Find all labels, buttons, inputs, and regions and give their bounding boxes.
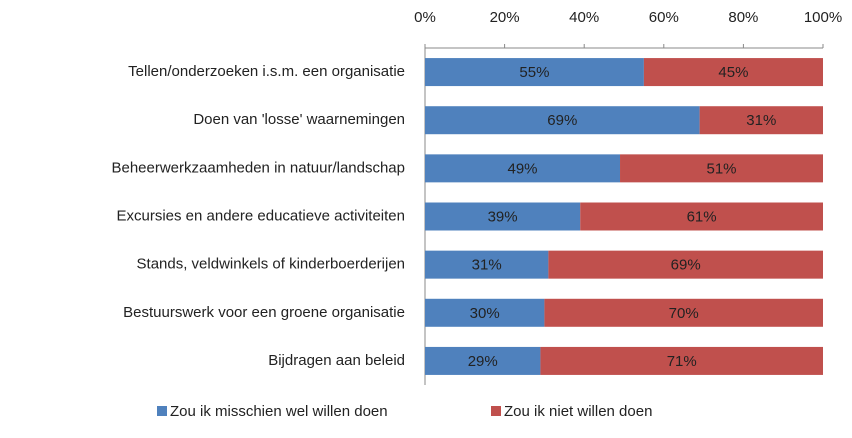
data-label: 39%: [488, 208, 518, 225]
x-tick-label: 40%: [569, 9, 599, 26]
legend-label: Zou ik misschien wel willen doen: [170, 403, 388, 420]
x-tick-label: 80%: [728, 9, 758, 26]
y-tick-label: Tellen/onderzoeken i.s.m. een organisati…: [128, 63, 405, 80]
y-tick-label: Doen van 'losse' waarnemingen: [193, 111, 405, 128]
y-tick-label: Bestuurswerk voor een groene organisatie: [123, 304, 405, 321]
legend-swatch: [157, 406, 167, 416]
bar-segment: [540, 346, 823, 375]
data-label: 61%: [687, 208, 717, 225]
bar-segment: [425, 106, 700, 135]
data-label: 31%: [472, 257, 502, 274]
data-label: 69%: [671, 257, 701, 274]
data-label: 55%: [519, 64, 549, 81]
bar-segment: [620, 154, 823, 183]
bar-segment: [643, 58, 823, 87]
y-tick-label: Stands, veldwinkels of kinderboerderijen: [137, 256, 405, 273]
x-tick-label: 100%: [804, 9, 842, 26]
legend-swatch: [491, 406, 501, 416]
x-tick-label: 60%: [649, 9, 679, 26]
bar-segment: [425, 346, 541, 375]
x-tick-label: 0%: [414, 9, 436, 26]
data-label: 51%: [706, 160, 736, 177]
bar-segment: [544, 298, 823, 327]
x-tick-label: 20%: [490, 9, 520, 26]
data-label: 45%: [718, 64, 748, 81]
legend-label: Zou ik niet willen doen: [504, 403, 652, 420]
bar-segment: [699, 106, 823, 135]
y-tick-label: Excursies en andere educatieve activitei…: [116, 207, 405, 224]
data-label: 71%: [667, 353, 697, 370]
data-label: 49%: [507, 160, 537, 177]
y-tick-label: Beheerwerkzaamheden in natuur/landschap: [111, 159, 405, 176]
data-label: 69%: [547, 112, 577, 129]
bar-segment: [425, 58, 644, 87]
data-label: 31%: [746, 112, 776, 129]
bar-segment: [425, 202, 581, 231]
bar-segment: [425, 250, 549, 279]
bar-segment: [425, 154, 621, 183]
bar-segment: [425, 298, 545, 327]
y-tick-label: Bijdragen aan beleid: [268, 352, 405, 369]
bar-segment: [548, 250, 823, 279]
data-label: 30%: [470, 305, 500, 322]
bar-segment: [580, 202, 823, 231]
data-label: 29%: [468, 353, 498, 370]
data-label: 70%: [669, 305, 699, 322]
